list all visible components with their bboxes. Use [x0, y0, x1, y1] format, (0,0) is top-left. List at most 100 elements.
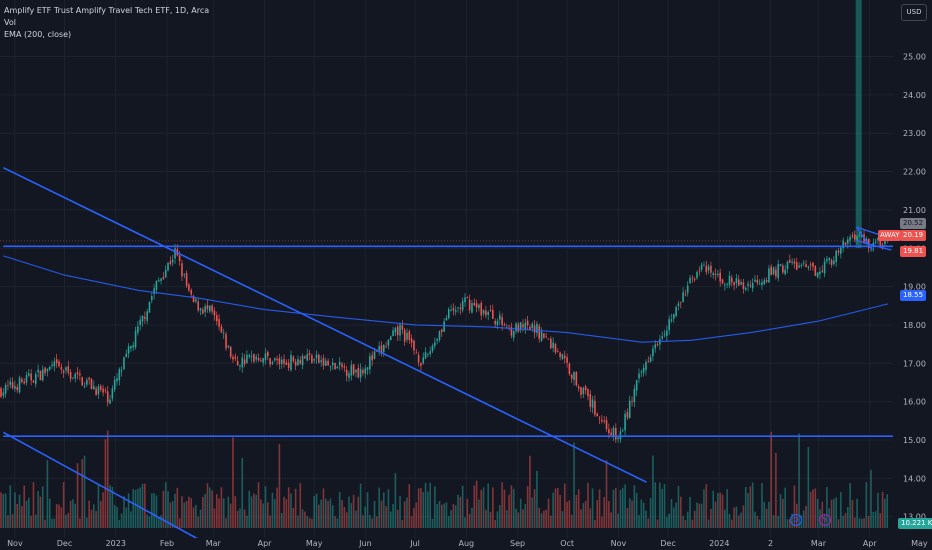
- candle-body[interactable]: [795, 262, 798, 270]
- candle-body[interactable]: [137, 326, 139, 333]
- candle-body[interactable]: [403, 329, 406, 342]
- candle-body[interactable]: [181, 263, 183, 277]
- candle-body[interactable]: [510, 327, 513, 336]
- candle-body[interactable]: [619, 431, 622, 440]
- candle-body[interactable]: [647, 361, 650, 363]
- candle-body[interactable]: [420, 362, 422, 366]
- candle-body[interactable]: [394, 328, 397, 333]
- candle-body[interactable]: [540, 331, 543, 341]
- candle-body[interactable]: [95, 388, 97, 396]
- candle-body[interactable]: [157, 280, 160, 282]
- candle-body[interactable]: [561, 354, 564, 360]
- candle-body[interactable]: [206, 305, 209, 310]
- candle-body[interactable]: [304, 356, 306, 359]
- candle-body[interactable]: [471, 303, 473, 313]
- candle-body[interactable]: [144, 316, 146, 319]
- candle-body[interactable]: [241, 357, 244, 368]
- candle-body[interactable]: [345, 369, 348, 376]
- candle-body[interactable]: [724, 284, 726, 286]
- candle-body[interactable]: [812, 262, 814, 267]
- candle-body[interactable]: [765, 280, 768, 282]
- candle-body[interactable]: [700, 264, 703, 270]
- flag-line-bottom[interactable]: [856, 239, 892, 251]
- candle-body[interactable]: [76, 372, 79, 375]
- currency-button[interactable]: USD: [901, 4, 927, 21]
- candle-body[interactable]: [376, 350, 378, 352]
- candle-body[interactable]: [408, 331, 411, 340]
- candle-body[interactable]: [666, 330, 668, 336]
- candle-body[interactable]: [728, 276, 731, 286]
- candle-body[interactable]: [315, 354, 318, 359]
- candle-body[interactable]: [25, 375, 28, 383]
- flag-line-diagonal[interactable]: [855, 226, 874, 251]
- candle-body[interactable]: [742, 282, 745, 289]
- candle-body[interactable]: [786, 261, 789, 270]
- candle-body[interactable]: [273, 358, 276, 361]
- candle-body[interactable]: [443, 321, 445, 332]
- candle-body[interactable]: [473, 303, 476, 306]
- candle-body[interactable]: [83, 385, 86, 387]
- candle-body[interactable]: [478, 304, 480, 309]
- candle-body[interactable]: [608, 429, 610, 434]
- candle-body[interactable]: [673, 314, 675, 319]
- candle-body[interactable]: [881, 244, 884, 247]
- candle-body[interactable]: [436, 339, 438, 341]
- candle-body[interactable]: [784, 269, 786, 275]
- candle-body[interactable]: [526, 320, 529, 326]
- candle-body[interactable]: [461, 300, 464, 311]
- candle-body[interactable]: [215, 315, 218, 322]
- candle-body[interactable]: [626, 412, 629, 418]
- candle-body[interactable]: [364, 368, 367, 374]
- candle-body[interactable]: [111, 388, 114, 399]
- candle-body[interactable]: [53, 361, 56, 367]
- candle-body[interactable]: [758, 283, 761, 285]
- candle-body[interactable]: [11, 382, 14, 388]
- candle-body[interactable]: [809, 264, 812, 266]
- candle-body[interactable]: [62, 370, 65, 373]
- candle-body[interactable]: [772, 267, 775, 275]
- candle-body[interactable]: [731, 277, 733, 283]
- candle-body[interactable]: [705, 265, 708, 273]
- candle-body[interactable]: [628, 400, 631, 418]
- candle-body[interactable]: [719, 272, 721, 282]
- candle-body[interactable]: [151, 296, 153, 301]
- candle-body[interactable]: [649, 357, 652, 362]
- candle-body[interactable]: [789, 260, 791, 263]
- candle-body[interactable]: [485, 310, 487, 316]
- candle-body[interactable]: [199, 308, 202, 311]
- trendline[interactable]: [2, 431, 214, 549]
- candle-body[interactable]: [735, 278, 738, 284]
- candle-body[interactable]: [798, 265, 800, 268]
- candle-body[interactable]: [661, 336, 663, 339]
- candle-body[interactable]: [589, 394, 592, 407]
- candle-body[interactable]: [371, 354, 373, 361]
- candle-body[interactable]: [171, 259, 174, 263]
- candle-body[interactable]: [185, 273, 188, 286]
- candle-body[interactable]: [88, 377, 90, 380]
- candle-body[interactable]: [362, 370, 364, 374]
- candle-body[interactable]: [306, 354, 309, 361]
- candle-body[interactable]: [536, 323, 538, 334]
- candle-body[interactable]: [352, 364, 355, 375]
- candle-body[interactable]: [454, 310, 457, 312]
- candle-body[interactable]: [800, 264, 803, 266]
- candle-body[interactable]: [519, 322, 522, 330]
- candle-body[interactable]: [389, 336, 392, 341]
- candle-body[interactable]: [23, 381, 25, 384]
- candle-body[interactable]: [139, 319, 141, 326]
- candle-body[interactable]: [612, 427, 615, 436]
- candle-body[interactable]: [793, 261, 796, 264]
- candle-body[interactable]: [860, 235, 863, 237]
- candle-body[interactable]: [313, 359, 315, 361]
- candle-body[interactable]: [689, 277, 691, 284]
- candle-body[interactable]: [642, 367, 645, 373]
- candle-body[interactable]: [329, 365, 332, 367]
- candle-body[interactable]: [106, 391, 109, 403]
- candle-body[interactable]: [120, 370, 123, 372]
- candle-body[interactable]: [132, 345, 135, 348]
- candle-body[interactable]: [703, 264, 705, 266]
- candle-body[interactable]: [369, 356, 371, 370]
- candle-body[interactable]: [280, 360, 283, 364]
- candle-body[interactable]: [178, 255, 181, 262]
- candle-body[interactable]: [283, 358, 285, 364]
